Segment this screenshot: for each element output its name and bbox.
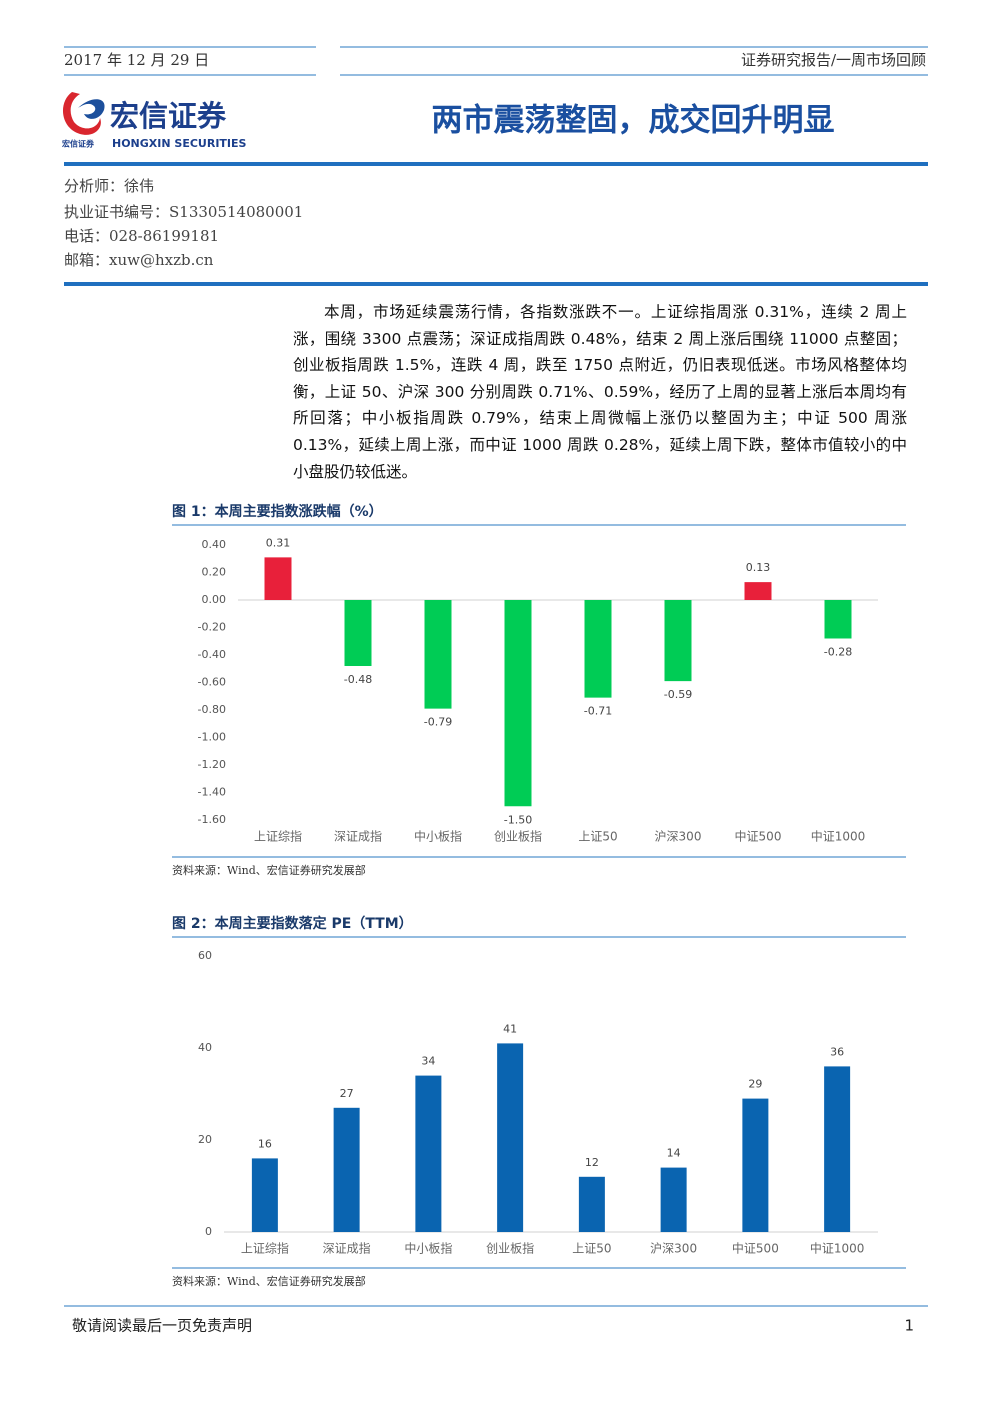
logo-swoosh	[78, 99, 105, 119]
value-label: 41	[503, 1022, 517, 1035]
value-label: -0.59	[664, 688, 692, 701]
x-tick-label: 中证1000	[810, 1241, 865, 1256]
value-label: -0.48	[344, 673, 372, 686]
x-tick-label: 中小板指	[404, 1241, 452, 1256]
value-label: -1.50	[504, 813, 532, 826]
value-label: 16	[258, 1137, 272, 1150]
x-tick-label: 中小板指	[414, 829, 462, 844]
x-tick-label: 创业板指	[486, 1241, 534, 1256]
value-label: 36	[830, 1045, 844, 1058]
y-tick-label: 0.40	[202, 538, 227, 551]
bar	[660, 1167, 687, 1232]
report-type: 证券研究报告/一周市场回顾	[741, 51, 926, 69]
x-tick-label: 中证1000	[811, 829, 866, 844]
bar	[584, 600, 612, 698]
bar	[744, 582, 772, 600]
report-title: 两市震荡整固，成交回升明显	[432, 103, 835, 139]
analyst-info: 分析师：徐伟	[64, 177, 154, 195]
disclaimer: 敬请阅读最后一页免责声明	[72, 1317, 252, 1335]
rule-thick	[64, 162, 928, 166]
bar	[742, 1098, 769, 1232]
x-tick-label: 深证成指	[334, 829, 382, 844]
figure-title: 图 1：本周主要指数涨跌幅（%）	[172, 503, 383, 520]
analyst-info: 电话：028-86199181	[64, 227, 219, 245]
bar	[333, 1107, 360, 1232]
y-tick-label: -0.80	[198, 703, 226, 716]
value-label: 27	[340, 1087, 354, 1100]
x-tick-label: 中证500	[735, 829, 782, 844]
y-tick-label: 0.00	[202, 593, 227, 606]
value-label: 12	[585, 1156, 599, 1169]
bar	[424, 600, 452, 709]
logo: 宏信证券 HONGXIN SECURITIES 宏信证券	[62, 92, 247, 150]
x-tick-label: 上证综指	[241, 1241, 289, 1256]
logo-swoosh	[62, 92, 101, 135]
value-label: -0.28	[824, 646, 852, 659]
bar	[578, 1176, 605, 1232]
x-tick-label: 上证综指	[254, 829, 302, 844]
bar	[344, 600, 372, 666]
y-tick-label: -1.40	[198, 786, 226, 799]
logo-name-en: HONGXIN SECURITIES	[112, 137, 247, 150]
y-tick-label: 0.20	[202, 566, 227, 579]
x-tick-label: 上证50	[578, 830, 617, 844]
y-tick-label: -0.60	[198, 676, 226, 689]
y-tick-label: 60	[198, 949, 212, 962]
source: 资料来源：Wind、宏信证券研究发展部	[172, 863, 366, 877]
rule-thick	[64, 282, 928, 286]
x-tick-label: 沪深300	[655, 830, 702, 844]
y-tick-label: 0	[205, 1225, 212, 1238]
y-tick-label: -1.60	[198, 813, 226, 826]
x-tick-label: 上证50	[572, 1242, 611, 1256]
x-tick-label: 中证500	[732, 1241, 779, 1256]
value-label: 0.13	[746, 561, 771, 574]
bar	[264, 557, 292, 600]
date: 2017 年 12 月 29 日	[64, 51, 209, 69]
value-label: 29	[748, 1078, 762, 1091]
bar	[251, 1158, 278, 1232]
bar	[824, 600, 852, 639]
value-label: 34	[421, 1055, 435, 1068]
source: 资料来源：Wind、宏信证券研究发展部	[172, 1274, 366, 1288]
bar	[415, 1075, 442, 1232]
analyst-info: 执业证书编号：S1330514080001	[64, 203, 303, 221]
bar	[504, 600, 532, 807]
bar	[664, 600, 692, 682]
body-text: 本周，市场延续震荡行情，各指数涨跌不一。上证综指周涨 0.31%，连续 2 周上…	[293, 303, 907, 481]
x-tick-label: 创业板指	[494, 829, 542, 844]
analyst-info: 邮箱：xuw@hxzb.cn	[64, 251, 214, 269]
y-tick-label: 40	[198, 1041, 212, 1054]
x-tick-label: 深证成指	[323, 1241, 371, 1256]
figure-title: 图 2：本周主要指数落定 PE（TTM）	[172, 915, 413, 932]
value-label: 14	[667, 1147, 681, 1160]
bar	[497, 1043, 524, 1232]
bar	[824, 1066, 851, 1232]
logo-name: 宏信证券	[110, 99, 227, 133]
value-label: -0.79	[424, 716, 452, 729]
y-tick-label: -1.00	[198, 731, 226, 744]
y-tick-label: -1.20	[198, 758, 226, 771]
logo-name-small: 宏信证券	[62, 139, 95, 149]
page-number: 1	[904, 1317, 914, 1335]
y-tick-label: -0.40	[198, 648, 226, 661]
y-tick-label: 20	[198, 1133, 212, 1146]
value-label: -0.71	[584, 705, 612, 718]
value-label: 0.31	[266, 536, 291, 549]
x-tick-label: 沪深300	[650, 1242, 697, 1256]
y-tick-label: -0.20	[198, 621, 226, 634]
